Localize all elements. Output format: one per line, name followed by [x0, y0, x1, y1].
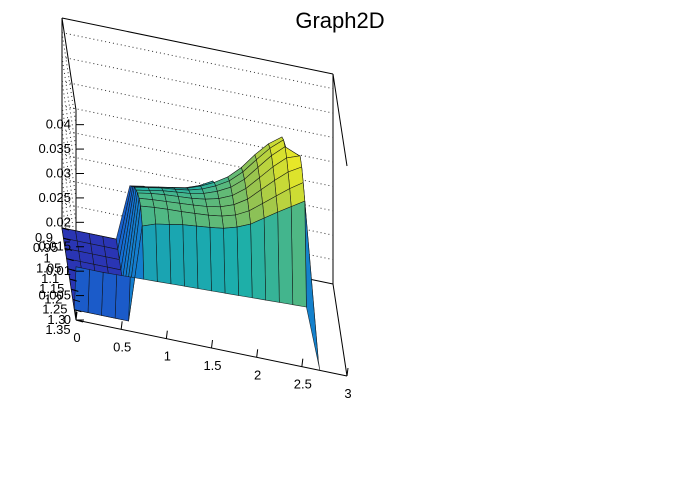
gridline-left-wall	[61, 32, 77, 125]
y-tick-label: 0.95	[33, 240, 58, 255]
surface-cell	[221, 214, 238, 229]
y-tick-mark	[72, 299, 81, 303]
surface-cell	[140, 205, 157, 227]
surface-cell	[196, 225, 212, 292]
surface-cell	[167, 208, 184, 226]
y-tick-label: 1.3	[47, 312, 65, 327]
x-tick-mark	[120, 321, 123, 330]
gridline-left-wall	[61, 56, 77, 150]
edge-top-back	[61, 17, 334, 75]
y-tick-mark	[63, 237, 71, 241]
surface-cell	[277, 206, 294, 306]
x-tick-label: 2	[254, 367, 261, 382]
z-tick-label: 0.02	[46, 214, 71, 229]
y-tick-mark	[68, 268, 76, 272]
y-tick-mark	[69, 278, 77, 282]
surface-cell	[114, 274, 131, 322]
surface-cell	[168, 224, 185, 287]
tick-labels: 0 0.005 0.01 0.015 0.02 0.025 0.03 0.035 0.04 0 0.…	[33, 117, 352, 401]
x-tick-mark	[75, 311, 78, 321]
surface-cell	[188, 188, 205, 194]
surface-cell	[236, 223, 253, 299]
surface-cell	[141, 223, 158, 282]
surface-cell	[223, 226, 239, 296]
x-tick-mark	[346, 367, 349, 377]
surface-cell	[263, 211, 280, 303]
y-tick-label: 0.9	[35, 230, 53, 245]
edge-top-left	[61, 17, 77, 111]
edge-top-right	[332, 73, 348, 167]
y-tick-label: 1.35	[45, 322, 70, 337]
gridline-back-wall	[61, 32, 334, 90]
surface-cell	[153, 207, 170, 225]
z-tick-label: 0.015	[38, 239, 71, 254]
x-tick-label: 1	[164, 349, 171, 364]
y-tick-mark	[64, 247, 73, 251]
surface-cell	[182, 224, 199, 289]
chart-title: Graph2D	[295, 8, 384, 33]
x-tick-label: 3	[344, 386, 351, 401]
y-tick-label: 1.05	[36, 261, 61, 276]
x-tick-label: 0	[73, 330, 80, 345]
y-tick-mark	[61, 227, 70, 231]
y-tick-label: 1.15	[39, 281, 64, 296]
surface-cell	[290, 200, 307, 308]
z-tick-label: 0.025	[38, 190, 71, 205]
surface-cell	[87, 269, 104, 316]
surface-cell	[204, 198, 221, 208]
y-tick-mark	[71, 288, 79, 292]
edge-bottom-right	[332, 283, 348, 377]
surface-cell	[155, 223, 172, 285]
x-tick-mark	[256, 349, 259, 358]
z-tick-label: 0.01	[46, 263, 71, 278]
x-tick-label: 0.5	[113, 339, 131, 354]
surface-cell	[206, 206, 223, 217]
x-tick-mark	[165, 330, 168, 339]
y-tick-label: 1.25	[42, 302, 67, 317]
x-tick-label: 2.5	[294, 377, 312, 392]
z-tick-label: 0.04	[46, 117, 71, 132]
y-tick-mark	[66, 258, 74, 262]
z-tick-label: 0.005	[38, 288, 71, 303]
tick-marks	[61, 124, 349, 377]
z-tick-label: 0.03	[46, 165, 71, 180]
z-tick-label: 0	[64, 312, 71, 327]
surface-cell	[220, 204, 236, 217]
surface-mesh	[61, 136, 321, 371]
surface-cell	[180, 211, 197, 227]
gridline-back-wall	[61, 80, 334, 138]
surface-cell	[74, 266, 90, 313]
y-tick-label: 1.1	[41, 271, 59, 286]
x-tick-label: 1.5	[203, 358, 221, 373]
x-tick-mark	[211, 339, 213, 349]
surface-cell	[194, 213, 211, 228]
x-tick-mark	[301, 358, 304, 367]
y-tick-label: 1.2	[44, 291, 62, 306]
surface-cell	[250, 217, 267, 301]
y-tick-mark	[75, 319, 84, 323]
surface-cell	[101, 272, 118, 319]
surface-cell	[304, 201, 321, 371]
surface-cell	[209, 227, 226, 294]
z-tick-label: 0.035	[38, 141, 71, 156]
y-tick-mark	[74, 309, 82, 313]
y-tick-label: 1	[43, 250, 50, 265]
surface-cell	[208, 214, 224, 229]
